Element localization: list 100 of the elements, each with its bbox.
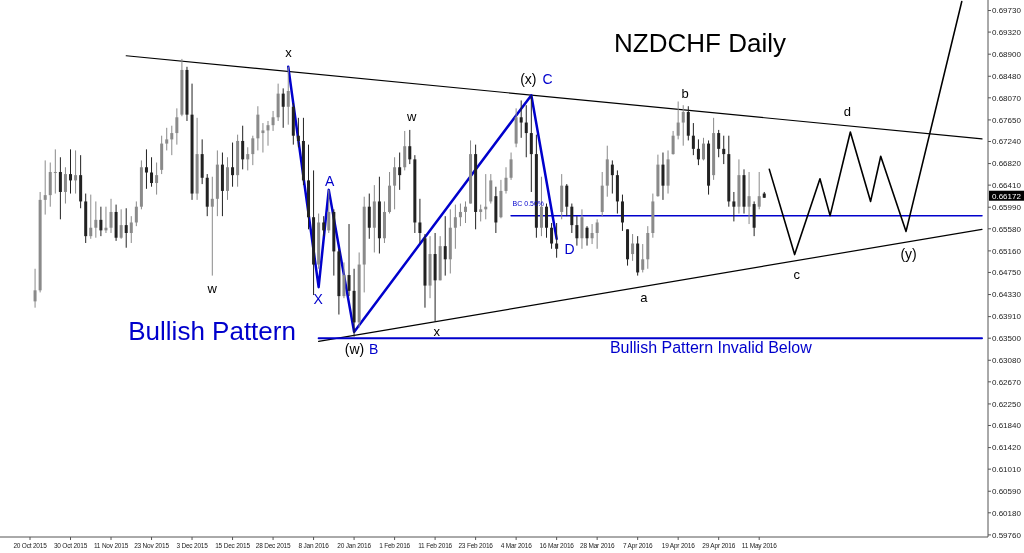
candlestick [610,159,614,195]
candlestick [661,152,665,201]
annotation: C [542,70,553,87]
y-tick-label: 0.63080 [992,356,1022,366]
candlestick [322,215,326,237]
candlestick [327,189,331,234]
candlestick [109,198,113,234]
candlestick [752,200,756,237]
candlestick [63,166,67,205]
candlestick [150,156,154,188]
candlestick [144,148,148,190]
candlestick [53,148,57,195]
candlestick [504,166,508,195]
candlestick [732,191,736,222]
annotation: Bullish Pattern Invalid Below [609,338,813,356]
candlestick [641,243,645,273]
candlestick [722,135,726,165]
candlestick [69,148,73,195]
candlestick [367,193,371,240]
candlestick [747,171,751,225]
candlestick [271,110,275,132]
candlestick [94,200,98,239]
y-tick-label: 0.61420 [992,443,1022,453]
candlestick [519,99,523,139]
y-tick-label: 0.65990 [992,203,1022,213]
candlestick [296,117,300,148]
candlestick [124,207,128,249]
candlestick [585,225,589,247]
y-tick-label: 0.59760 [992,530,1022,540]
candlestick [165,127,169,151]
candlestick [717,129,721,158]
candlestick [251,135,255,166]
annotation: d [843,103,852,119]
candlestick [509,152,513,181]
y-tick-label: 0.62250 [992,399,1022,409]
y-tick-label: 0.65160 [992,246,1022,256]
candlestick [631,233,635,262]
annotation: A [324,172,335,189]
candlestick [570,203,574,234]
candlestick [200,138,204,185]
candlestick [463,200,467,224]
y-tick-label: 0.66820 [992,159,1022,169]
candlestick [671,130,675,156]
candlestick [58,156,62,220]
candlestick [408,129,412,165]
text: 0.66172 [992,191,1022,201]
candlestick [691,122,695,156]
y-tick-label: 0.68480 [992,72,1022,82]
candlestick [403,130,407,171]
candlestick [757,171,761,210]
candlestick [170,125,174,156]
text: NZDCHF Daily [614,28,786,58]
candlestick [580,208,584,250]
candlestick [590,223,594,245]
y-tick-label: 0.68070 [992,93,1022,103]
y-tick-label: 0.61840 [992,421,1022,431]
candlestick [155,162,159,196]
candlestick [43,159,47,216]
annotation: w [206,280,218,296]
candlestick [261,122,265,154]
y-tick-label: 0.60180 [992,508,1022,518]
annotation: x [433,324,441,339]
candlestick [686,105,690,141]
y-tick-label: 0.69730 [992,6,1022,16]
candlestick [256,105,260,151]
candlestick [246,146,250,171]
candlestick [418,198,422,244]
candlestick [347,223,351,297]
candlestick [696,138,700,166]
candlestick [134,200,138,227]
candlestick [286,66,290,126]
candlestick [458,203,462,227]
candlestick [393,156,397,210]
candlestick [231,142,235,188]
candlestick [89,194,93,240]
annotation: (x) [520,70,537,87]
annotation: B [368,341,379,358]
candlestick [620,194,624,232]
candlestick [489,173,493,205]
candlestick [529,94,533,193]
candlestick [74,149,78,195]
annotation: (w) [344,341,365,358]
annotation: a [640,289,649,305]
candlestick [281,87,285,129]
y-tick-label: 0.65580 [992,224,1022,234]
candlestick [565,183,569,217]
candlestick [575,215,579,247]
candlestick [398,152,402,191]
candlestick [119,208,123,240]
y-tick-label: 0.69320 [992,27,1022,37]
candlestick [210,176,214,277]
candlestick [276,83,280,122]
candlestick [555,222,559,259]
candlestick [453,204,457,250]
y-tick-label: 0.63910 [992,312,1022,322]
y-tick-label: 0.62670 [992,377,1022,387]
y-tick-label: 0.63500 [992,333,1022,343]
annotation: Bullish Pattern [128,315,296,346]
y-tick-label: 0.67240 [992,137,1022,147]
y-tick-label: 0.68900 [992,49,1022,59]
